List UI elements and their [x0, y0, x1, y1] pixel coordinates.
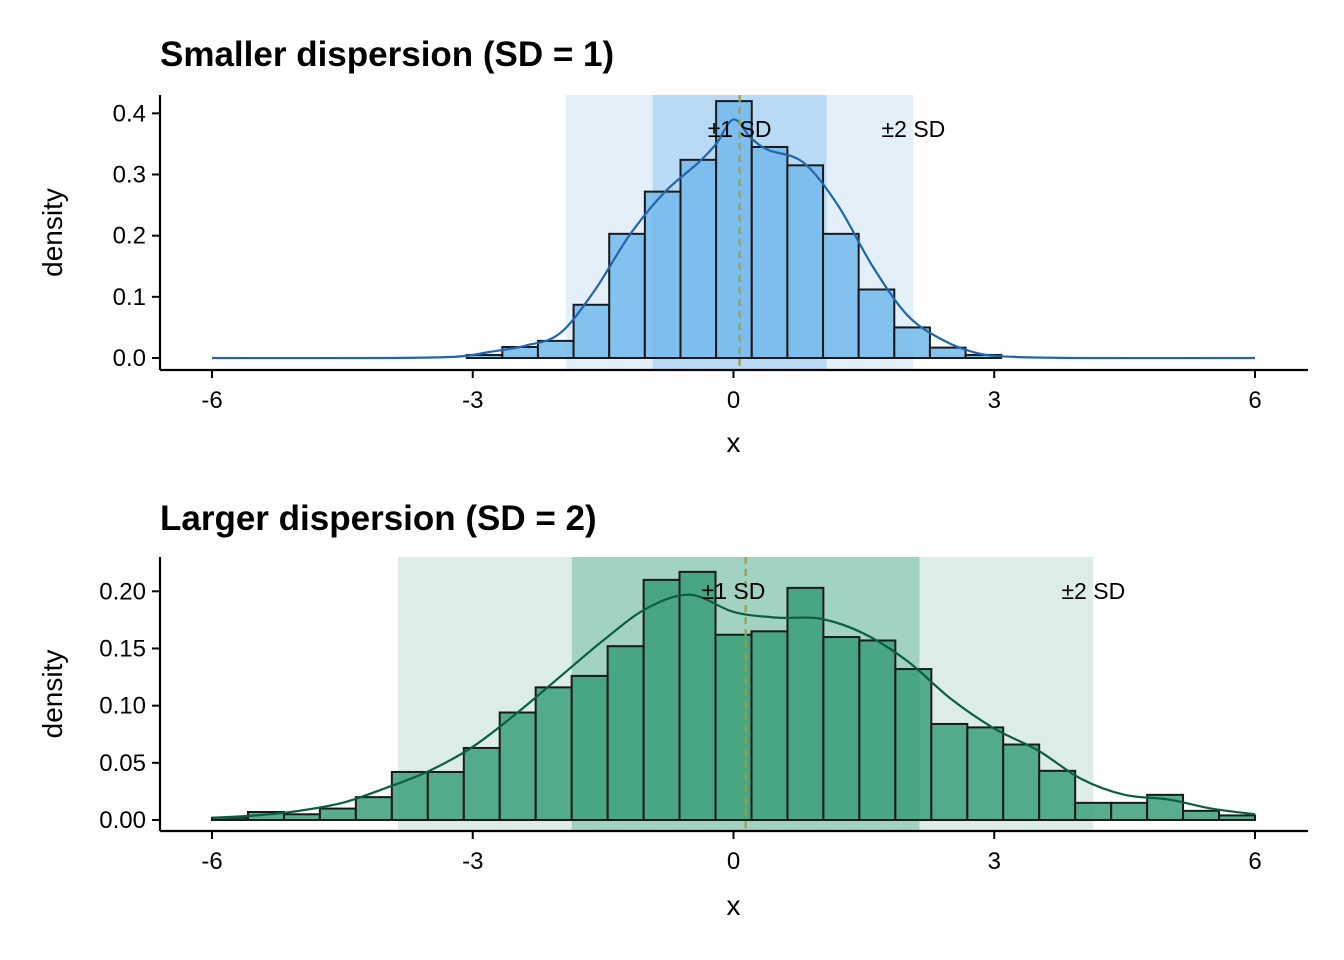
histogram-bar [462, 746, 501, 822]
density-curve [211, 118, 1256, 360]
sd2-label: ±2 SD [882, 116, 946, 142]
density-curve [211, 593, 1256, 819]
y-tick-label: 0.10 [99, 693, 146, 720]
histogram-bar [642, 578, 681, 821]
x-tick-label: 6 [1248, 848, 1261, 875]
histogram-bar [1218, 814, 1256, 821]
y-axis-title: density [37, 650, 68, 739]
sd1-label: ±1 SD [702, 578, 766, 604]
histogram-bar [282, 813, 321, 821]
histogram-bar [1182, 809, 1221, 821]
panel-larger-dispersion: Larger dispersion (SD = 2) ±1 SD ±2 SD -6 -… [37, 499, 1308, 921]
y-tick-label: 0.1 [113, 284, 146, 311]
histogram-bar [750, 630, 789, 822]
x-axis-title: x [727, 427, 741, 458]
histogram-bar [750, 145, 789, 359]
chart-title: Larger dispersion (SD = 2) [160, 499, 597, 538]
x-tick-label: 3 [988, 387, 1001, 414]
histogram-bar [498, 711, 537, 822]
chart-title: Smaller dispersion (SD = 1) [160, 35, 614, 74]
histogram-bar [606, 645, 645, 821]
y-tick-label: 0.05 [99, 750, 146, 777]
y-tick-label: 0.3 [113, 162, 146, 189]
y-tick-label: 0.20 [99, 578, 146, 605]
histogram-bar [966, 726, 1005, 821]
histogram-bar [536, 339, 575, 360]
y-axis-title: density [37, 188, 68, 277]
x-tick-label: 6 [1248, 387, 1261, 414]
histogram-bar [894, 668, 933, 821]
sd1-label: ±1 SD [708, 116, 772, 142]
x-axis-title: x [727, 890, 741, 921]
y-tick-label: 0.15 [99, 635, 146, 662]
histogram-bar [1002, 743, 1041, 822]
histogram-bar [1074, 801, 1113, 822]
y-tick-label: 0.0 [113, 345, 146, 372]
x-tick-label: 0 [727, 387, 740, 414]
x-tick-label: -3 [462, 848, 483, 875]
histogram-bar [534, 686, 573, 821]
histogram-bar [786, 164, 825, 359]
histogram-bar [822, 232, 860, 359]
x-tick-label: 0 [727, 848, 740, 875]
x-tick-label: 3 [988, 848, 1001, 875]
histogram-bar [570, 674, 609, 822]
histogram-bar [1038, 769, 1077, 822]
y-tick-label: 0.4 [113, 100, 146, 127]
histogram-bar [679, 158, 718, 359]
histogram-bar [715, 100, 753, 360]
histogram-bar [1110, 801, 1149, 822]
histogram-bar [354, 796, 393, 821]
histogram-bar [678, 570, 717, 822]
x-tick-label: -6 [201, 848, 222, 875]
histogram-bar [930, 722, 969, 821]
histogram-bar [608, 232, 646, 359]
sd2-label: ±2 SD [1061, 578, 1125, 604]
x-tick-label: -6 [201, 387, 222, 414]
histogram-bar [318, 807, 357, 822]
y-tick-label: 0.00 [99, 807, 146, 834]
x-tick-label: -3 [462, 387, 483, 414]
histogram-bar [928, 346, 967, 359]
histogram-bar [426, 770, 465, 822]
histogram-bar [786, 586, 825, 821]
histogram-bar [822, 636, 861, 821]
histogram-bar [893, 326, 931, 360]
histogram-bar [643, 190, 682, 359]
y-tick-label: 0.2 [113, 223, 146, 250]
panel-smaller-dispersion: Smaller dispersion (SD = 1) ±1 SD ±2 SD -6… [37, 35, 1308, 458]
histogram-bar [857, 288, 896, 360]
histogram-bar [858, 639, 897, 822]
